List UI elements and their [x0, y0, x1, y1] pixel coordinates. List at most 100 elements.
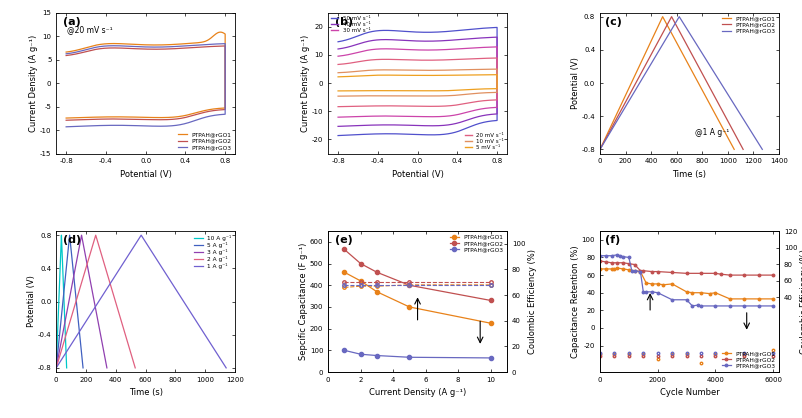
PTPAH@rGO2: [404, 283, 414, 288]
PTPAH@rGO2: [355, 261, 365, 266]
PTPAH@rGO3: [623, 255, 633, 260]
PTPAH@rGO1: [371, 289, 381, 294]
PTPAH@rGO1: [768, 296, 777, 301]
PTPAH@rGO2: [176, 116, 186, 121]
PTPAH@rGO1: [485, 321, 495, 326]
5 A g⁻¹: [68, 263, 78, 268]
PTPAH@rGO3: [138, 123, 148, 128]
PTPAH@rGO2: [638, 268, 647, 273]
PTPAH@rGO1: [594, 266, 604, 271]
PTPAH@rGO1: [612, 265, 622, 270]
PTPAH@rGO3: [485, 355, 495, 360]
PTPAH@rGO2: [81, 49, 91, 54]
PTPAH@rGO3: [739, 303, 748, 308]
PTPAH@rGO2: [594, 147, 604, 152]
PTPAH@rGO3: [666, 297, 676, 302]
PTPAH@rGO1: [666, 281, 676, 286]
PTPAH@rGO3: [594, 147, 604, 152]
PTPAH@rGO3: [61, 124, 71, 129]
PTPAH@rGO2: [485, 298, 495, 303]
Line: PTPAH@rGO1: PTPAH@rGO1: [598, 267, 773, 300]
Line: PTPAH@rGO2: PTPAH@rGO2: [66, 46, 225, 120]
PTPAH@rGO2: [594, 258, 604, 263]
2 A g⁻¹: [91, 233, 100, 238]
PTPAH@rGO1: [609, 266, 618, 271]
10 A g⁻¹: [58, 263, 67, 268]
PTPAH@rGO2: [61, 53, 71, 58]
PTPAH@rGO1: [658, 282, 667, 287]
10 A g⁻¹: [51, 365, 61, 370]
Line: PTPAH@rGO3: PTPAH@rGO3: [599, 17, 761, 149]
PTPAH@rGO2: [703, 82, 712, 87]
PTPAH@rGO1: [623, 267, 633, 272]
PTPAH@rGO2: [681, 271, 691, 276]
X-axis label: Time (s): Time (s): [671, 170, 706, 179]
PTPAH@rGO3: [612, 252, 622, 257]
Y-axis label: Potential (V): Potential (V): [27, 275, 36, 327]
X-axis label: Cycle Number: Cycle Number: [658, 388, 719, 398]
PTPAH@rGO1: [753, 296, 763, 301]
PTPAH@rGO1: [670, 38, 679, 43]
PTPAH@rGO3: [614, 253, 624, 258]
PTPAH@rGO2: [623, 261, 633, 266]
PTPAH@rGO1: [724, 296, 734, 301]
10 A g⁻¹: [62, 365, 71, 370]
Line: PTPAH@rGO1: PTPAH@rGO1: [342, 270, 492, 325]
Line: PTPAH@rGO3: PTPAH@rGO3: [66, 43, 225, 127]
5 A g⁻¹: [74, 324, 83, 329]
PTPAH@rGO3: [404, 355, 414, 360]
PTPAH@rGO1: [681, 289, 691, 294]
2 A g⁻¹: [130, 365, 140, 370]
PTPAH@rGO1: [635, 269, 645, 274]
PTPAH@rGO3: [724, 303, 734, 308]
PTPAH@rGO2: [724, 273, 734, 278]
PTPAH@rGO1: [728, 147, 738, 152]
PTPAH@rGO2: [61, 118, 71, 123]
PTPAH@rGO2: [618, 260, 627, 265]
3 A g⁻¹: [82, 258, 91, 263]
Line: PTPAH@rGO2: PTPAH@rGO2: [598, 260, 773, 276]
PTPAH@rGO3: [753, 303, 763, 308]
PTPAH@rGO2: [768, 273, 777, 278]
PTPAH@rGO1: [651, 27, 661, 32]
2 A g⁻¹: [51, 365, 61, 370]
PTPAH@rGO3: [692, 303, 702, 308]
Text: (f): (f): [605, 235, 620, 245]
PTPAH@rGO1: [695, 290, 705, 295]
Line: 3 A g⁻¹: 3 A g⁻¹: [56, 235, 107, 368]
PTPAH@rGO2: [739, 273, 748, 278]
PTPAH@rGO3: [600, 253, 610, 258]
PTPAH@rGO1: [681, 59, 691, 64]
Legend: PTPAH@rGO1, PTPAH@rGO2, PTPAH@rGO3: PTPAH@rGO1, PTPAH@rGO2, PTPAH@rGO3: [449, 234, 504, 253]
PTPAH@rGO1: [355, 278, 365, 283]
PTPAH@rGO2: [620, 100, 630, 105]
Y-axis label: Potential (V): Potential (V): [570, 57, 579, 109]
PTPAH@rGO2: [606, 260, 616, 265]
X-axis label: Potential (V): Potential (V): [391, 170, 443, 179]
PTPAH@rGO1: [176, 114, 186, 119]
PTPAH@rGO2: [371, 270, 381, 275]
PTPAH@rGO3: [194, 117, 204, 122]
Legend: PTPAH@rGO1, PTPAH@rGO2, PTPAH@rGO3: PTPAH@rGO1, PTPAH@rGO2, PTPAH@rGO3: [720, 350, 775, 369]
PTPAH@rGO3: [105, 123, 115, 128]
PTPAH@rGO2: [695, 271, 705, 276]
2 A g⁻¹: [99, 258, 108, 263]
3 A g⁻¹: [94, 324, 103, 329]
PTPAH@rGO1: [138, 115, 148, 120]
PTPAH@rGO3: [635, 79, 645, 84]
PTPAH@rGO1: [194, 110, 204, 115]
Y-axis label: Current Density (A g⁻¹): Current Density (A g⁻¹): [301, 34, 310, 132]
PTPAH@rGO1: [186, 112, 196, 117]
10 A g⁻¹: [60, 324, 70, 329]
PTPAH@rGO1: [687, 290, 696, 295]
PTPAH@rGO1: [739, 296, 748, 301]
PTPAH@rGO1: [693, 82, 703, 87]
Text: (b): (b): [335, 17, 353, 27]
Y-axis label: Capacitance Retention (%): Capacitance Retention (%): [570, 245, 580, 358]
PTPAH@rGO2: [635, 268, 645, 273]
Y-axis label: Current Density (A g⁻¹): Current Density (A g⁻¹): [30, 34, 38, 132]
PTPAH@rGO3: [355, 352, 365, 357]
PTPAH@rGO1: [81, 45, 91, 50]
PTPAH@rGO3: [652, 290, 662, 295]
5 A g⁻¹: [67, 257, 77, 263]
